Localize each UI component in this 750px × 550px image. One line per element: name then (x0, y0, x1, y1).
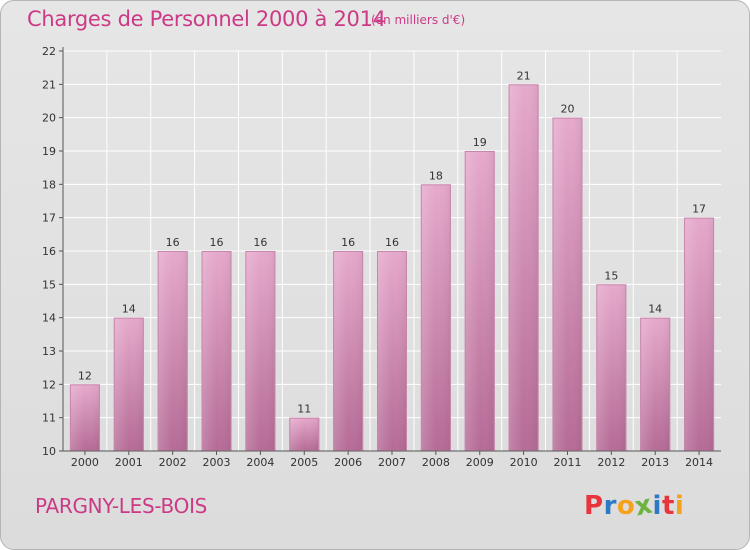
bar-value-label: 20 (560, 103, 574, 116)
bar-shading (377, 251, 407, 451)
bar-shading (684, 217, 715, 451)
x-tick-label: 2003 (203, 456, 231, 469)
logo-letter: i (652, 491, 662, 521)
bar-value-label: 12 (78, 369, 92, 382)
chart-unit-label: (en milliers d'€) (371, 13, 466, 27)
bar-shading (420, 184, 451, 452)
bar-shading (464, 151, 495, 451)
bar-shading (113, 317, 144, 451)
bar-value-label: 16 (166, 236, 180, 249)
y-tick-label: 21 (42, 78, 56, 91)
x-tick-label: 2000 (71, 456, 99, 469)
bar-shading (69, 384, 100, 451)
logo-letter: P (584, 491, 604, 521)
bar-shading (201, 251, 232, 451)
place-name: PARGNY-LES-BOIS (35, 494, 208, 518)
x-tick-label: 2010 (510, 456, 538, 469)
y-tick-label: 12 (42, 378, 56, 391)
x-tick-label: 2005 (290, 456, 318, 469)
x-tick-label: 2014 (685, 456, 713, 469)
logo-letter: o (616, 491, 636, 521)
bar-shading (245, 251, 276, 451)
bar-value-label: 11 (297, 403, 311, 416)
bar-value-label: 15 (604, 269, 618, 282)
x-tick-label: 2004 (246, 456, 274, 469)
bar-shading (640, 317, 671, 451)
chart-title: Charges de Personnel 2000 à 2014 (27, 7, 386, 31)
y-tick-label: 19 (42, 145, 56, 158)
bar-value-label: 17 (692, 203, 706, 216)
logo-letter: t (661, 491, 675, 521)
x-tick-label: 2006 (334, 456, 362, 469)
bar-value-label: 16 (341, 236, 355, 249)
x-tick-label: 2011 (553, 456, 581, 469)
bar-shading (289, 417, 320, 451)
bar-value-label: 16 (253, 236, 267, 249)
x-tick-label: 2008 (422, 456, 450, 469)
y-tick-label: 16 (42, 245, 56, 258)
bar-value-label: 21 (517, 69, 531, 82)
y-tick-label: 14 (42, 312, 56, 325)
bar-value-label: 18 (429, 169, 443, 182)
y-tick-label: 11 (42, 412, 56, 425)
y-tick-label: 15 (42, 278, 56, 291)
bar-shading (157, 251, 188, 451)
proxiti-logo[interactable]: Proxiti (584, 490, 685, 523)
logo-letter: i (674, 491, 685, 521)
y-tick-label: 10 (42, 445, 56, 458)
x-tick-label: 2013 (641, 456, 669, 469)
x-tick-label: 2012 (597, 456, 625, 469)
bar-value-label: 14 (648, 303, 662, 316)
y-tick-label: 22 (42, 45, 56, 58)
bar-value-label: 14 (122, 303, 136, 316)
x-tick-label: 2007 (378, 456, 406, 469)
bar-shading (333, 251, 364, 451)
logo-letter: r (603, 491, 617, 521)
x-tick-label: 2001 (115, 456, 143, 469)
bar-shading (552, 117, 583, 452)
y-tick-label: 13 (42, 345, 56, 358)
bar-shading (596, 284, 627, 451)
y-tick-label: 20 (42, 112, 56, 125)
bar-shading (508, 84, 539, 451)
bar-value-label: 16 (385, 236, 399, 249)
y-tick-label: 18 (42, 178, 56, 191)
bar-value-label: 19 (473, 136, 487, 149)
x-tick-label: 2009 (466, 456, 494, 469)
bar-value-label: 16 (210, 236, 224, 249)
y-tick-label: 17 (42, 212, 56, 225)
x-tick-label: 2002 (159, 456, 187, 469)
